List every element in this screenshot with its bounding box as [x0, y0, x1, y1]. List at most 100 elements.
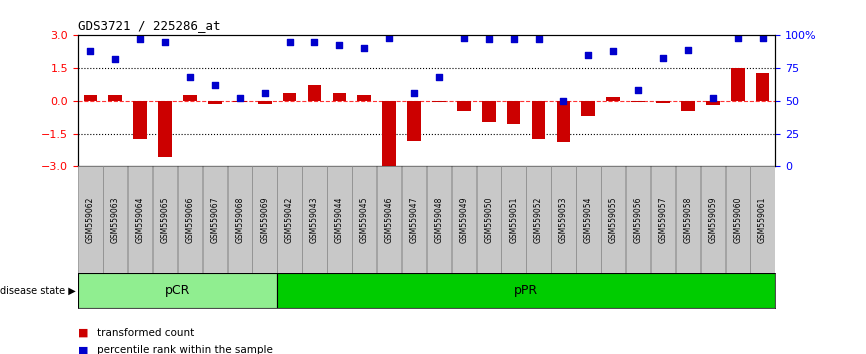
Bar: [457, 101, 471, 111]
Bar: [626, 166, 650, 273]
Text: GSM559063: GSM559063: [111, 196, 120, 243]
Point: [756, 35, 770, 41]
Point: [108, 56, 122, 62]
Text: GSM559066: GSM559066: [185, 196, 195, 243]
Point: [507, 36, 520, 42]
Text: GSM559043: GSM559043: [310, 196, 319, 243]
Bar: [302, 166, 326, 273]
Bar: [253, 166, 277, 273]
Bar: [258, 101, 272, 103]
Point: [208, 82, 222, 88]
Bar: [277, 273, 775, 308]
Text: GSM559064: GSM559064: [136, 196, 145, 243]
Point: [532, 36, 546, 42]
Bar: [552, 166, 576, 273]
Text: percentile rank within the sample: percentile rank within the sample: [97, 346, 273, 354]
Bar: [358, 95, 372, 101]
Point: [83, 48, 97, 54]
Bar: [203, 166, 227, 273]
Text: GSM559049: GSM559049: [459, 196, 469, 243]
Bar: [557, 101, 571, 142]
Text: GSM559058: GSM559058: [683, 196, 693, 243]
Bar: [158, 101, 172, 156]
Bar: [651, 166, 675, 273]
Point: [432, 74, 446, 80]
Text: ■: ■: [78, 346, 92, 354]
Bar: [601, 166, 625, 273]
Text: GSM559069: GSM559069: [260, 196, 269, 243]
Bar: [103, 166, 127, 273]
Bar: [532, 101, 546, 139]
Text: GSM559046: GSM559046: [385, 196, 394, 243]
Bar: [631, 101, 645, 102]
Bar: [352, 166, 377, 273]
Bar: [452, 166, 476, 273]
Text: pCR: pCR: [165, 284, 191, 297]
Bar: [731, 68, 745, 101]
Point: [681, 47, 695, 53]
Point: [457, 35, 471, 41]
Bar: [432, 101, 446, 102]
Bar: [228, 166, 252, 273]
Bar: [576, 166, 600, 273]
Bar: [407, 101, 421, 141]
Bar: [282, 93, 296, 101]
Bar: [527, 166, 551, 273]
Text: GSM559047: GSM559047: [410, 196, 418, 243]
Point: [183, 74, 197, 80]
Bar: [327, 166, 352, 273]
Bar: [481, 101, 495, 122]
Point: [557, 98, 571, 104]
Point: [282, 39, 296, 45]
Text: GSM559045: GSM559045: [359, 196, 369, 243]
Point: [606, 48, 620, 54]
Text: GSM559057: GSM559057: [658, 196, 668, 243]
Text: GSM559059: GSM559059: [708, 196, 717, 243]
Bar: [427, 166, 451, 273]
Text: GSM559056: GSM559056: [634, 196, 643, 243]
Text: GSM559053: GSM559053: [559, 196, 568, 243]
Text: disease state ▶: disease state ▶: [0, 285, 75, 295]
Bar: [128, 166, 152, 273]
Text: GSM559042: GSM559042: [285, 196, 294, 243]
Bar: [756, 73, 770, 101]
Bar: [78, 273, 277, 308]
Point: [731, 35, 745, 41]
Bar: [377, 166, 401, 273]
Text: GSM559068: GSM559068: [236, 196, 244, 243]
Bar: [675, 166, 700, 273]
Point: [706, 96, 720, 101]
Bar: [581, 101, 595, 116]
Bar: [476, 166, 501, 273]
Bar: [83, 95, 97, 101]
Text: GSM559050: GSM559050: [484, 196, 494, 243]
Point: [333, 42, 346, 47]
Bar: [108, 95, 122, 101]
Point: [158, 39, 172, 45]
Bar: [277, 166, 301, 273]
Text: transformed count: transformed count: [97, 328, 194, 338]
Point: [382, 35, 396, 41]
Bar: [606, 97, 620, 101]
Bar: [178, 166, 202, 273]
Text: GSM559052: GSM559052: [534, 196, 543, 243]
Text: GSM559054: GSM559054: [584, 196, 593, 243]
Text: GSM559065: GSM559065: [160, 196, 170, 243]
Bar: [78, 166, 102, 273]
Text: GSM559061: GSM559061: [758, 196, 767, 243]
Text: GSM559067: GSM559067: [210, 196, 219, 243]
Bar: [501, 166, 526, 273]
Bar: [656, 101, 670, 103]
Point: [656, 55, 670, 61]
Text: GSM559062: GSM559062: [86, 196, 95, 243]
Text: GSM559051: GSM559051: [509, 196, 518, 243]
Text: pPR: pPR: [514, 284, 538, 297]
Text: GDS3721 / 225286_at: GDS3721 / 225286_at: [78, 19, 221, 32]
Text: GSM559048: GSM559048: [435, 196, 443, 243]
Bar: [382, 101, 396, 166]
Bar: [706, 101, 720, 105]
Bar: [681, 101, 695, 111]
Point: [407, 90, 421, 96]
Bar: [307, 85, 321, 101]
Bar: [153, 166, 178, 273]
